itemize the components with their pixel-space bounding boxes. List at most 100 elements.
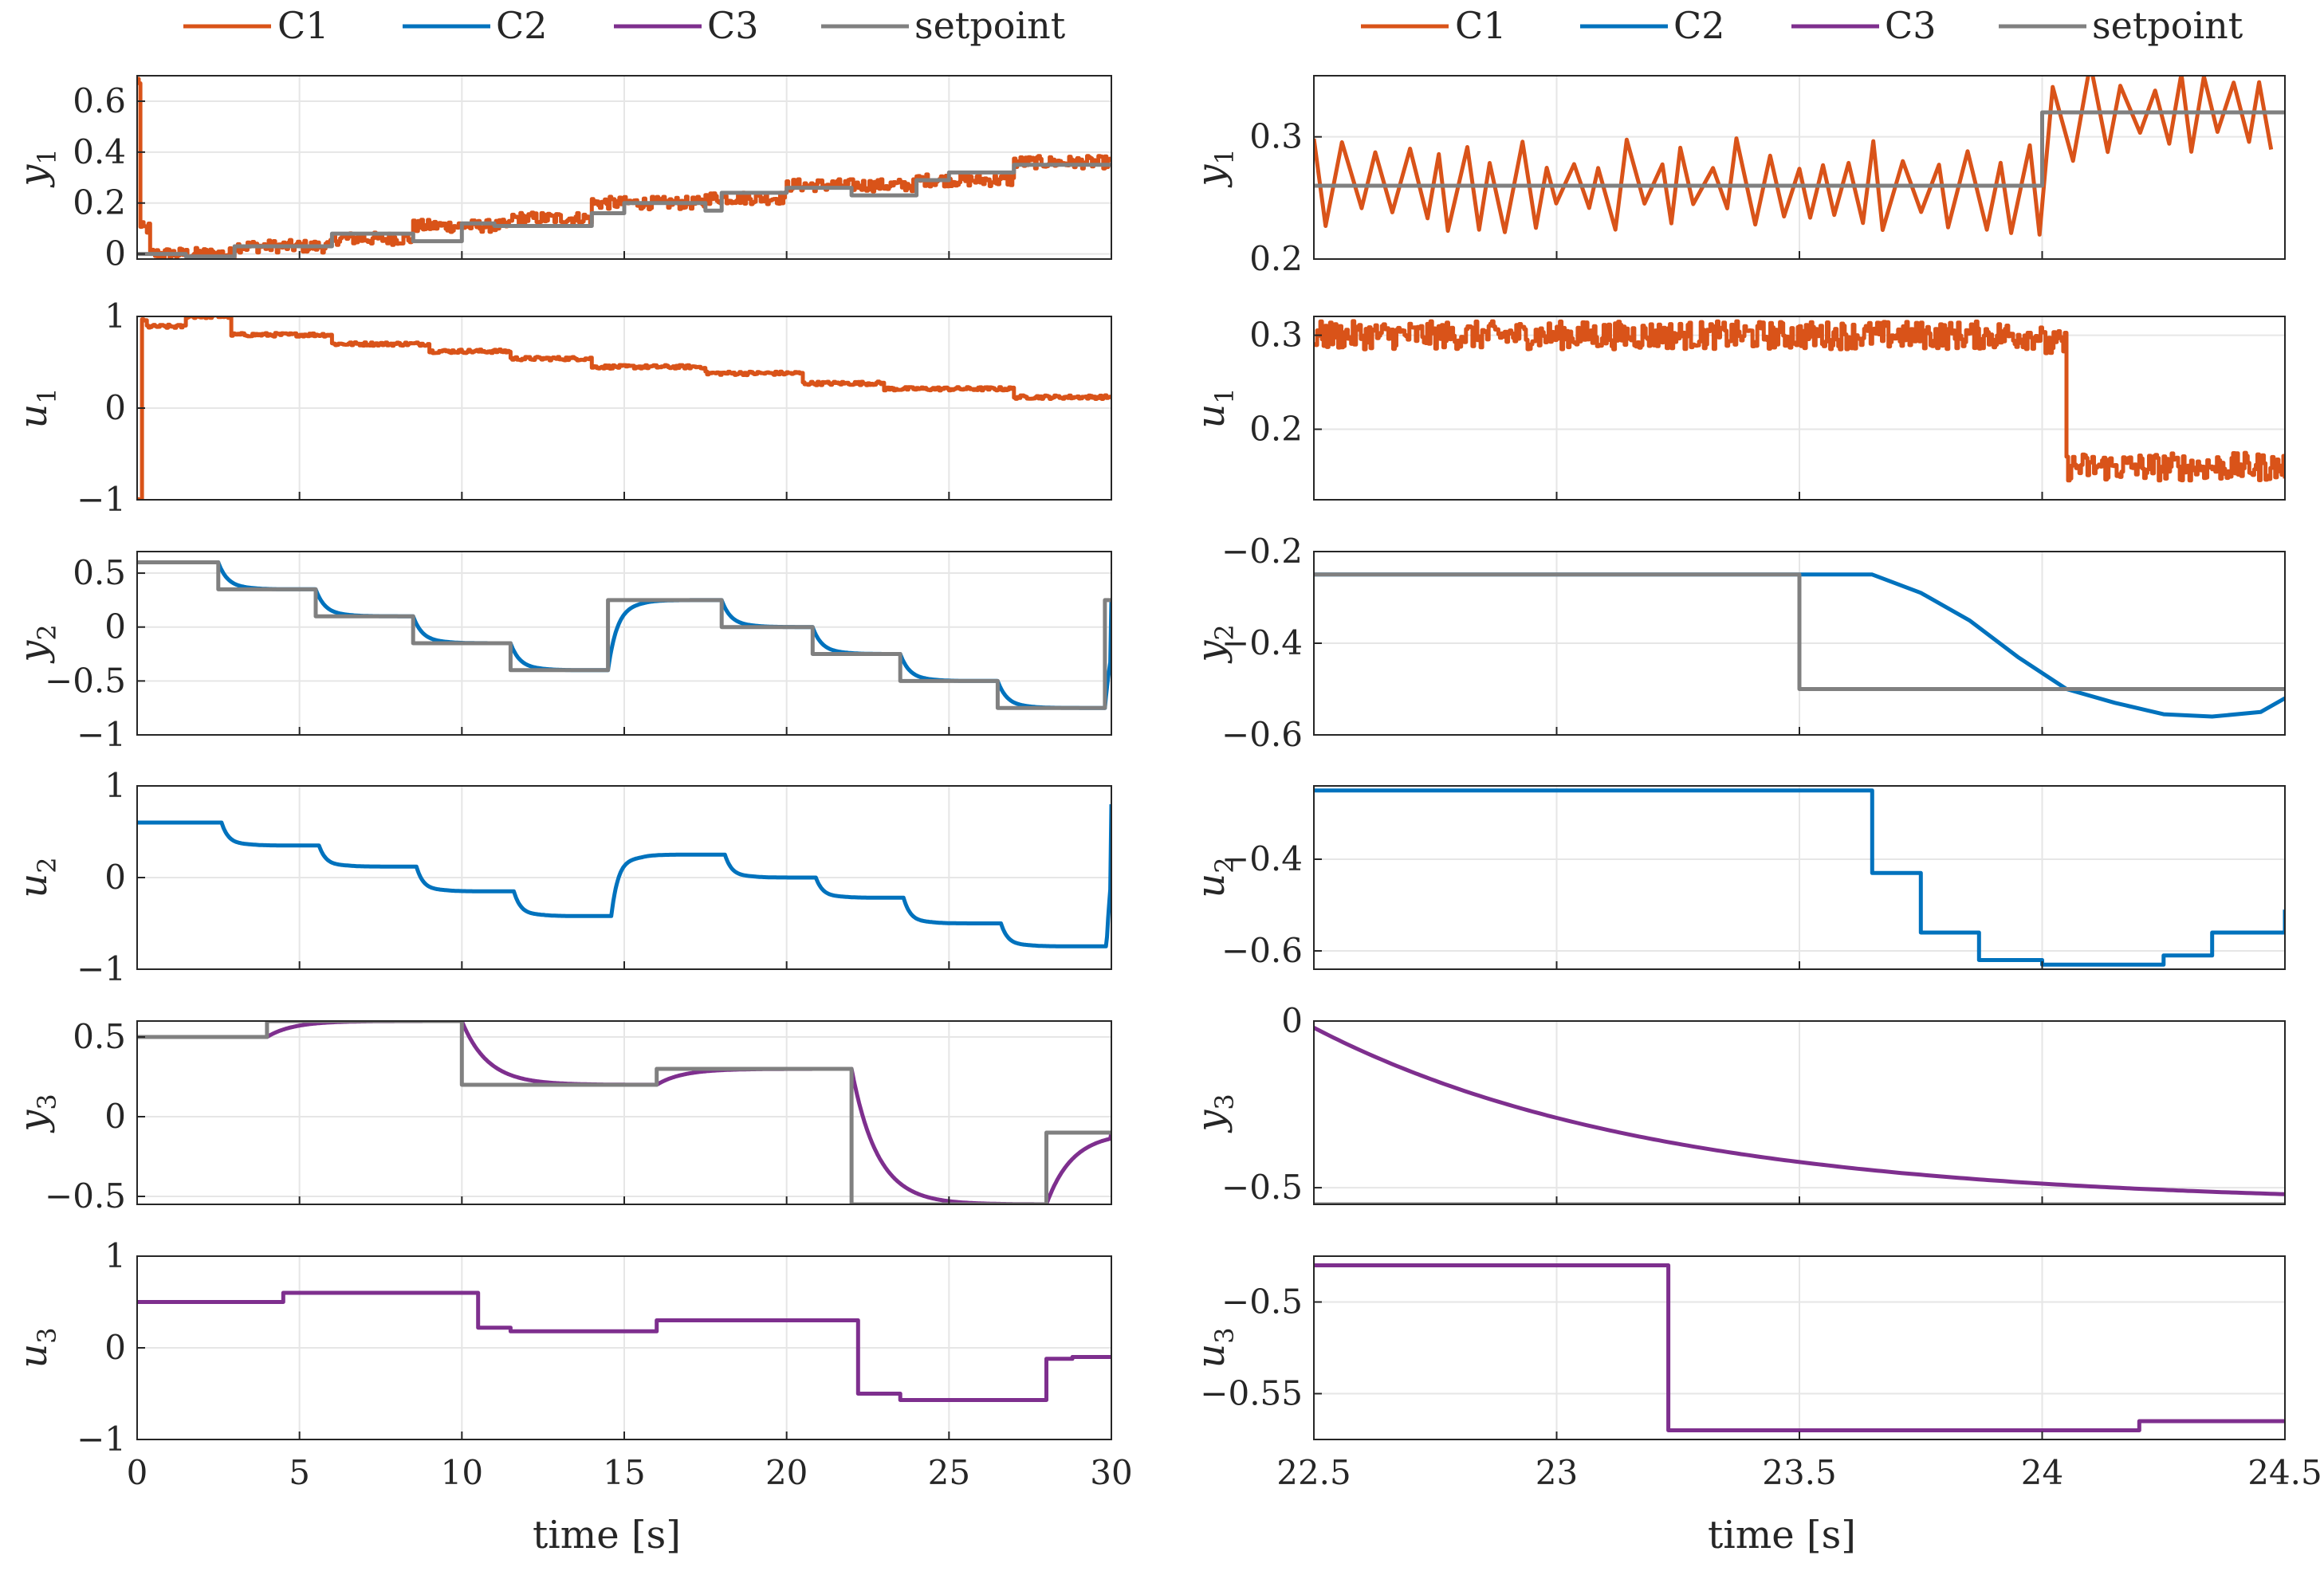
- series-group: [1314, 572, 2285, 719]
- y-axis-label: y2: [1189, 624, 1240, 663]
- y-tick-label: 0: [104, 858, 126, 897]
- series-group: [137, 316, 1111, 500]
- y-tick-label: 0.5: [73, 1017, 126, 1056]
- y-tick-label: −1: [77, 480, 126, 519]
- legend-left: C1 C2 C3 setpoint: [183, 4, 1066, 47]
- series-group: [137, 1290, 1111, 1402]
- y-tick-label: 0: [104, 607, 126, 646]
- series-c1: [1314, 76, 2274, 237]
- series-group: [1314, 76, 2285, 237]
- y-tick-label: 0.3: [1249, 316, 1303, 355]
- legend-label-setpoint-left: setpoint: [914, 4, 1066, 47]
- panel-c0-1: −1 0 1 u1: [11, 297, 1112, 519]
- x-tick-label: 25: [928, 1453, 970, 1492]
- y-tick-label: 1: [104, 766, 126, 805]
- legend-right: C1 C2 C3 setpoint: [1361, 4, 2243, 47]
- panel-c0-4: −0.5 0 0.5 y3: [11, 1017, 1112, 1216]
- series-group: [1314, 1263, 2285, 1432]
- series-group: [1314, 788, 2285, 967]
- panel-c1-5: −0.55 −0.5 22.5 23 23.5 24 24.5 u3: [1189, 1255, 2322, 1492]
- legend-label-c2-right: C2: [1673, 4, 1724, 47]
- y-tick-label: 0.6: [73, 81, 126, 120]
- y-tick-label: −0.4: [1221, 623, 1303, 662]
- series-group: [137, 803, 1111, 948]
- y-tick-label: 0.5: [73, 553, 126, 592]
- panel-c0-3: −1 0 1 u2: [11, 766, 1112, 988]
- series-setpoint: [1314, 110, 2285, 188]
- y-axis-label: u1: [1189, 387, 1240, 428]
- series-c1: [1314, 319, 2285, 483]
- series-setpoint: [137, 560, 1111, 710]
- x-tick-label: 24: [2021, 1453, 2063, 1492]
- panel-c1-3: −0.6 −0.4u2: [1189, 785, 2286, 970]
- y-tick-label: −1: [77, 715, 126, 754]
- series-c3: [1314, 1026, 2285, 1196]
- y-tick-label: 1: [104, 297, 126, 336]
- y-axis-label: u3: [1189, 1327, 1240, 1368]
- series-c2: [137, 803, 1111, 948]
- x-tick-label: 23.5: [1762, 1453, 1837, 1492]
- legend-label-c3-left: C3: [707, 4, 758, 47]
- x-tick-label: 20: [765, 1453, 808, 1492]
- x-tick-label: 5: [289, 1453, 310, 1492]
- x-tick-label: 15: [603, 1453, 645, 1492]
- x-tick-label: 23: [1536, 1453, 1578, 1492]
- panel-c0-0: 0 0.2 0.4 0.6 y1: [11, 75, 1112, 273]
- y-tick-label: −0.5: [45, 661, 126, 700]
- y-axis-label: u2: [1189, 857, 1240, 897]
- y-tick-label: −0.4: [1221, 839, 1303, 878]
- panel-c1-1: 0.2 0.3u1: [1189, 316, 2286, 501]
- series-c2: [1314, 788, 2285, 967]
- legend-label-setpoint-right: setpoint: [2092, 4, 2243, 47]
- series-c1: [137, 316, 1111, 500]
- series-setpoint: [137, 163, 1111, 259]
- series-group: [1314, 1026, 2285, 1204]
- legend-label-c2-left: C2: [496, 4, 547, 47]
- x-tick-label: 0: [127, 1453, 148, 1492]
- series-c3: [137, 1290, 1111, 1402]
- y-tick-label: −0.2: [1221, 532, 1303, 571]
- y-tick-label: 0: [104, 234, 126, 273]
- y-tick-label: −0.5: [1221, 1282, 1303, 1322]
- y-axis-label: y1: [1189, 148, 1240, 187]
- y-tick-label: −0.5: [1221, 1168, 1303, 1207]
- panel-c1-4: −0.5 0 y3: [1189, 1001, 2286, 1207]
- y-tick-label: 0: [104, 1097, 126, 1136]
- panel-c1-0: 0.2 0.3y1: [1189, 75, 2286, 278]
- y-tick-label: 0.2: [73, 183, 126, 222]
- y-tick-label: 0: [1281, 1001, 1303, 1040]
- legend-label-c1-right: C1: [1455, 4, 1506, 47]
- y-tick-label: 0: [104, 1328, 126, 1367]
- y-axis-label: y1: [11, 148, 62, 187]
- legend-label-c1-left: C1: [277, 4, 328, 47]
- x-tick-label: 22.5: [1276, 1453, 1351, 1492]
- y-tick-label: −1: [77, 1420, 126, 1459]
- y-axis-label: y3: [11, 1094, 62, 1133]
- y-tick-label: −0.55: [1200, 1374, 1303, 1413]
- y-tick-label: 0.2: [1249, 410, 1303, 449]
- y-tick-label: 1: [104, 1236, 126, 1275]
- y-tick-label: 0.3: [1249, 117, 1303, 156]
- y-tick-label: −0.5: [45, 1176, 126, 1216]
- y-axis-label: u3: [11, 1327, 62, 1368]
- series-setpoint: [137, 1021, 1111, 1204]
- y-axis-label: y2: [11, 624, 62, 663]
- x-tick-label: 30: [1090, 1453, 1132, 1492]
- y-axis-label: u1: [11, 387, 62, 428]
- panel-c1-2: −0.6 −0.4 −0.2 y2: [1189, 532, 2286, 754]
- series-group: [137, 77, 1111, 259]
- panels: 00.20.40.6y1−101u1−1−0.500.5y2−101u2−0.5…: [11, 75, 2322, 1492]
- series-c3: [1314, 1263, 2285, 1432]
- series-group: [137, 560, 1111, 710]
- series-group: [1314, 319, 2285, 483]
- panel-c0-2: −1 −0.5 0 0.5 y2: [11, 551, 1112, 754]
- x-tick-label: 10: [441, 1453, 483, 1492]
- x-axis-label-left: time [s]: [533, 1513, 681, 1557]
- y-tick-label: −0.6: [1221, 715, 1303, 754]
- x-tick-label: 24.5: [2247, 1453, 2322, 1492]
- series-setpoint: [1314, 572, 2285, 691]
- y-tick-label: 0.2: [1249, 239, 1303, 278]
- legend-label-c3-right: C3: [1885, 4, 1936, 47]
